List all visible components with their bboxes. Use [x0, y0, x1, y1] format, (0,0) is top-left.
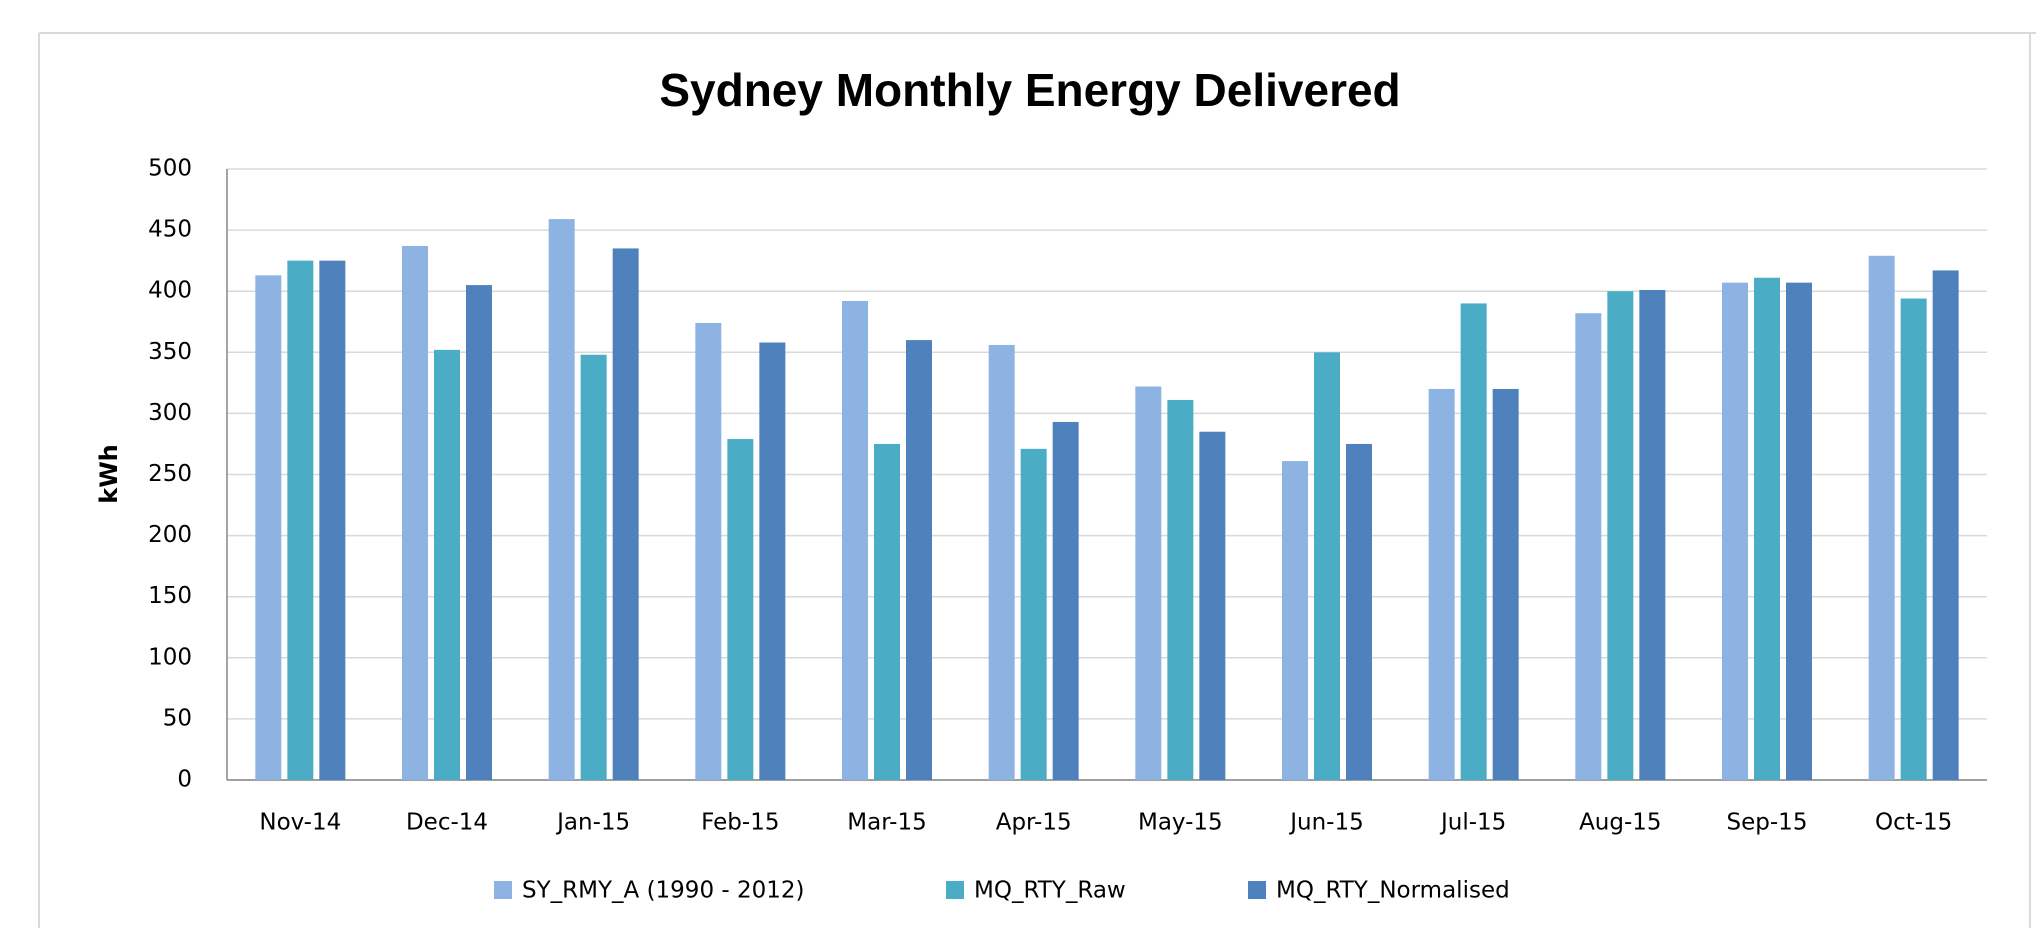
y-tick-label: 50: [163, 705, 192, 731]
bar: [1346, 443, 1372, 780]
x-tick-label: Aug-15: [1579, 810, 1661, 836]
legend-label: MQ_RTY_Raw: [974, 878, 1126, 904]
bar: [1135, 386, 1162, 780]
y-tick-label: 250: [148, 461, 192, 487]
legend-marker: [494, 881, 512, 899]
bar: [1607, 291, 1634, 780]
y-tick-label: 350: [148, 339, 192, 365]
bar: [548, 219, 575, 781]
bar: [1052, 421, 1079, 780]
bar: [727, 439, 754, 780]
x-tick-label: Sep-15: [1727, 810, 1808, 836]
y-tick-label: 400: [148, 278, 192, 304]
y-tick-label: 200: [148, 522, 192, 548]
y-tick-label: 300: [148, 400, 192, 426]
bar: [1314, 352, 1340, 780]
x-tick-label: Dec-14: [406, 810, 488, 836]
bar: [612, 248, 639, 780]
bar: [466, 285, 492, 780]
x-tick-label: Nov-14: [259, 810, 341, 836]
bar: [1020, 448, 1047, 780]
chart-title: Sydney Monthly Energy Delivered: [659, 64, 1400, 116]
y-tick-label: 500: [148, 156, 192, 182]
bar: [1167, 399, 1194, 780]
x-tick-label: Apr-15: [996, 810, 1072, 836]
y-tick-label: 100: [148, 644, 192, 670]
bar: [759, 342, 786, 780]
x-tick-label: Feb-15: [701, 810, 779, 836]
bar: [906, 340, 932, 780]
bar: [1754, 277, 1780, 780]
bar: [402, 245, 428, 781]
bar: [1932, 270, 1959, 780]
bar: [1786, 282, 1812, 780]
bar: [287, 260, 314, 780]
bar: [874, 443, 900, 780]
legend-marker: [1248, 881, 1266, 899]
bar: [580, 354, 607, 780]
bar: [1492, 388, 1519, 780]
legend-label: MQ_RTY_Normalised: [1276, 878, 1510, 904]
bar: [1722, 282, 1748, 780]
bar: [988, 344, 1015, 780]
x-tick-label: Mar-15: [847, 810, 927, 836]
bar: [695, 322, 722, 780]
y-axis-label: kWh: [95, 444, 123, 504]
bar: [255, 275, 282, 780]
bar: [842, 300, 868, 780]
legend-marker: [946, 881, 964, 899]
y-tick-label: 150: [148, 583, 192, 609]
bar: [1428, 388, 1455, 780]
y-tick-label: 450: [148, 217, 192, 243]
bar: [1900, 298, 1927, 780]
x-tick-label: Oct-15: [1875, 810, 1952, 836]
legend-label: SY_RMY_A (1990 - 2012): [522, 878, 805, 904]
bar: [1639, 289, 1666, 780]
bar: [319, 260, 346, 780]
x-tick-label: Jan-15: [555, 810, 630, 836]
bar: [1575, 313, 1602, 780]
bar: [1868, 255, 1895, 781]
y-tick-label: 0: [177, 767, 192, 793]
x-tick-label: Jul-15: [1439, 810, 1506, 836]
bar: [1199, 431, 1226, 780]
x-tick-label: Jun-15: [1288, 810, 1364, 836]
bar: [1282, 461, 1308, 780]
x-tick-label: May-15: [1138, 810, 1223, 836]
bar: [1460, 303, 1487, 780]
bar: [434, 349, 460, 780]
